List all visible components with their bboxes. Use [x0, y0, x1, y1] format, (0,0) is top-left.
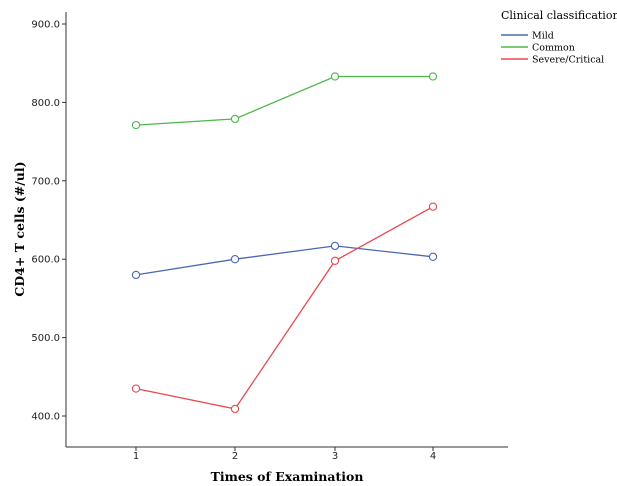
data-point-common — [428, 72, 438, 81]
y-tick-label: 600.0 — [31, 255, 60, 266]
x-tick-label: 4 — [430, 451, 436, 462]
data-point-mild — [131, 270, 141, 280]
x-ticks: 1 2 3 4 — [133, 447, 436, 462]
series-line-mild — [135, 245, 434, 276]
y-tick-label: 800.0 — [31, 98, 60, 109]
legend-label-common: Common — [532, 43, 575, 54]
legend: Clinical classifications MildCommonSever… — [501, 9, 617, 66]
data-point-severe-critical — [230, 404, 240, 414]
x-tick-label: 1 — [133, 451, 139, 462]
y-tick-label: 700.0 — [31, 176, 60, 187]
y-tick-label: 500.0 — [31, 333, 60, 344]
data-point-common — [230, 114, 240, 124]
x-axis: 1 2 3 4 — [66, 446, 508, 462]
data-point-severe-critical — [330, 256, 340, 265]
data-point-mild — [428, 252, 438, 261]
data-point-common — [131, 120, 141, 130]
y-tick-label: 900.0 — [31, 20, 60, 31]
x-tick-label: 3 — [332, 451, 338, 462]
legend-label-severe-critical: Severe/Critical — [532, 55, 604, 66]
data-point-common — [330, 72, 340, 81]
legend-title: Clinical classifications — [501, 9, 617, 22]
y-axis-title: CD4+ T cells (#/ul) — [12, 161, 27, 296]
series-line-common — [135, 75, 433, 126]
series-line-severe-critical — [135, 206, 434, 410]
y-axis: 400.0 500.0 600.0 700.0 800.0 900.0 — [31, 12, 67, 447]
data-point-mild — [230, 255, 240, 264]
data-point-mild — [330, 241, 340, 251]
series-layer — [131, 72, 438, 414]
data-point-severe-critical — [131, 384, 141, 393]
x-tick-label: 2 — [232, 451, 238, 462]
y-ticks: 400.0 500.0 600.0 700.0 800.0 900.0 — [31, 20, 66, 423]
y-tick-label: 400.0 — [31, 412, 60, 423]
legend-label-mild: Mild — [532, 31, 554, 42]
data-point-severe-critical — [428, 202, 438, 211]
x-axis-title: Times of Examination — [211, 469, 364, 484]
